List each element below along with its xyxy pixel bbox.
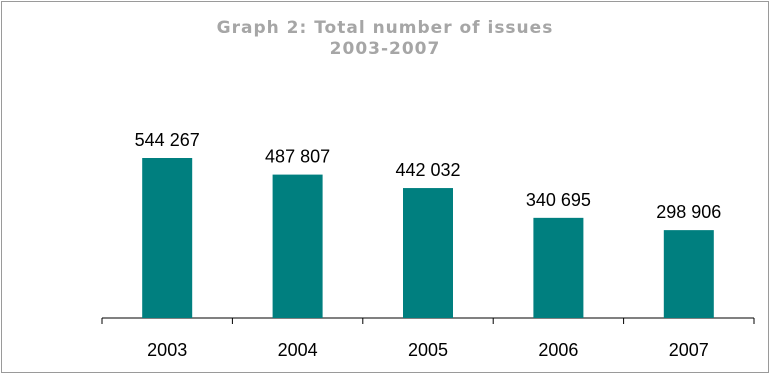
- bar-2006: [533, 217, 584, 318]
- x-tick-label-2005: 2005: [408, 340, 448, 360]
- chart-title-line1: Graph 2: Total number of issues: [216, 18, 554, 38]
- x-tick-label-2003: 2003: [147, 340, 187, 360]
- bar-2005: [403, 188, 453, 318]
- data-label-2005: 442 032: [395, 160, 460, 180]
- x-tick-label-2004: 2004: [278, 340, 318, 360]
- data-label-2004: 487 807: [265, 147, 330, 167]
- bar-2007: [663, 230, 714, 318]
- data-label-2007: 298 906: [656, 202, 721, 222]
- data-label-2006: 340 695: [526, 190, 591, 210]
- x-tick-label-2007: 2007: [669, 340, 709, 360]
- data-label-2003: 544 267: [135, 130, 200, 150]
- bar-2004: [272, 174, 323, 318]
- chart-title: Graph 2: Total number of issues 2003-200…: [0, 18, 770, 60]
- x-tick-label-2006: 2006: [538, 340, 578, 360]
- chart-title-line2: 2003-2007: [329, 39, 441, 59]
- bar-2003: [142, 158, 193, 318]
